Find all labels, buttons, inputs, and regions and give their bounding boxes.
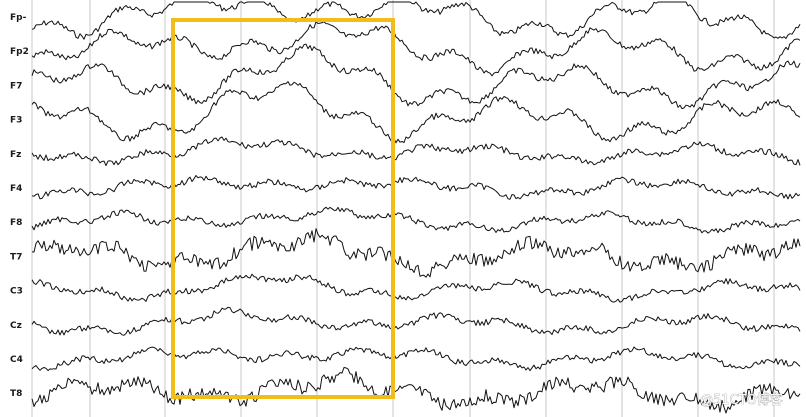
highlighted-segment-box[interactable] — [171, 18, 395, 399]
trace-fp1 — [31, 1, 801, 40]
channel-labels: Fp- Fp2 F7 F3 Fz F4 F8 T7 C3 Cz C4 T8 — [10, 13, 29, 399]
trace-fp2 — [31, 21, 801, 77]
trace-f7 — [31, 43, 801, 110]
channel-label-cz: Cz — [10, 321, 22, 331]
channel-label-t7: T7 — [10, 252, 22, 262]
channel-label-t8: T8 — [10, 389, 22, 399]
channel-label-fp2: Fp2 — [10, 47, 29, 57]
channel-label-c3: C3 — [10, 287, 23, 297]
eeg-traces — [31, 1, 801, 414]
channel-label-f4: F4 — [10, 184, 22, 194]
channel-label-c4: C4 — [10, 355, 23, 365]
watermark-text: @51CTO博客 — [700, 392, 783, 408]
trace-t7 — [31, 228, 801, 278]
channel-label-f7: F7 — [10, 81, 22, 91]
trace-c4 — [31, 346, 801, 372]
trace-c3 — [31, 273, 801, 303]
trace-cz — [31, 306, 801, 336]
channel-label-f3: F3 — [10, 116, 22, 126]
trace-t8 — [31, 367, 801, 414]
trace-fz — [31, 136, 801, 166]
trace-f4 — [31, 175, 801, 200]
time-gridlines — [31, 0, 775, 417]
channel-label-f8: F8 — [10, 218, 22, 228]
trace-f3 — [31, 81, 801, 144]
channel-label-fp1: Fp- — [10, 13, 27, 23]
trace-f8 — [31, 206, 801, 234]
channel-label-fz: Fz — [10, 150, 21, 160]
